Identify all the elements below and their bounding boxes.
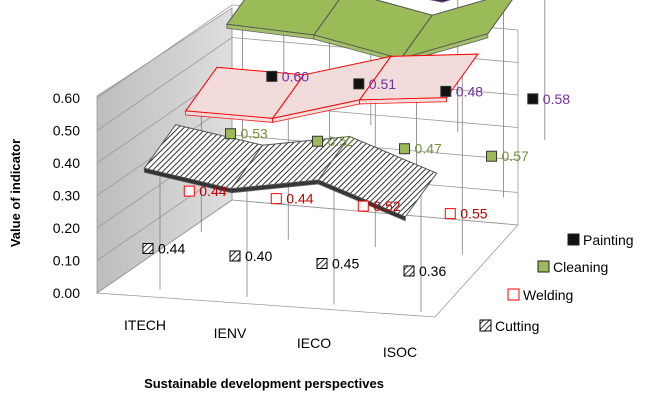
x-axis-title: Sustainable development perspectives — [144, 376, 384, 391]
data-label: 0.52 — [373, 198, 400, 214]
data-label: 0.51 — [369, 76, 396, 92]
series-ribbon-cleaning — [225, 0, 513, 64]
data-label-marker — [486, 150, 498, 162]
y-tick-label: 0.20 — [53, 220, 80, 236]
x-tick-label: ISOC — [383, 344, 417, 360]
y-tick-label: 0.00 — [53, 285, 80, 301]
data-label-marker — [229, 250, 241, 262]
data-label: 0.44 — [286, 191, 313, 207]
series-ribbon-cutting — [143, 124, 438, 222]
data-label-marker — [357, 200, 369, 212]
data-label: 0.47 — [415, 141, 442, 157]
ribbon-edge — [359, 97, 447, 105]
x-tick-label: IENV — [214, 325, 247, 341]
legend-swatch-cleaning — [537, 260, 550, 273]
data-label: 0.36 — [419, 263, 446, 279]
data-labels: 0.60 0.51 0.48 0.58 0.53 0.52 0.47 0.57 0.44 0.44… — [142, 68, 570, 279]
data-label-marker — [527, 93, 539, 105]
y-axis-title: Value of indicator — [8, 139, 23, 247]
data-label-marker — [316, 258, 328, 269]
data-label: 0.44 — [199, 183, 226, 199]
legend: Painting Cleaning Welding Cutting — [479, 232, 634, 334]
y-tick-label: 0.10 — [53, 253, 80, 269]
x-tick-label: ITECH — [124, 317, 166, 333]
data-label: 0.48 — [456, 83, 483, 99]
data-label-marker — [266, 70, 278, 82]
ribbon-edge — [317, 179, 406, 222]
data-label: 0.52 — [328, 133, 355, 149]
y-tick-label: 0.40 — [53, 155, 80, 171]
y-tick-label: 0.50 — [53, 123, 80, 139]
y-tick-labels: 0.00 0.10 0.20 0.30 0.40 0.50 0.60 — [53, 90, 80, 301]
data-label: 0.44 — [158, 241, 185, 257]
ribbon-edge — [441, 0, 452, 3]
data-label-marker — [353, 78, 365, 90]
legend-label-painting: Painting — [583, 232, 634, 248]
data-label: 0.57 — [502, 148, 529, 164]
data-label: 0.60 — [282, 68, 309, 84]
y-tick-label: 0.30 — [53, 188, 80, 204]
legend-swatch-cutting — [479, 319, 492, 332]
legend-label-cutting: Cutting — [495, 318, 539, 334]
legend-swatch-welding — [507, 288, 520, 301]
data-label-marker — [403, 265, 415, 277]
data-label-marker — [225, 128, 237, 140]
data-label: 0.58 — [543, 91, 570, 107]
legend-label-welding: Welding — [523, 287, 573, 303]
data-label: 0.40 — [245, 248, 272, 264]
x-tick-label: IECO — [297, 335, 331, 351]
data-label-marker — [270, 193, 282, 205]
data-label: 0.55 — [460, 206, 487, 222]
series-ribbon-painting — [429, 0, 452, 3]
data-label: 0.45 — [332, 256, 359, 272]
data-label-marker — [399, 143, 411, 155]
data-label-marker — [183, 185, 195, 197]
data-label-marker — [142, 243, 154, 254]
legend-swatch-painting — [567, 233, 580, 246]
data-label-marker — [440, 85, 452, 97]
data-label-marker — [444, 208, 456, 220]
category-labels: ITECH IENV IECO ISOC — [124, 317, 417, 360]
legend-label-cleaning: Cleaning — [553, 259, 608, 275]
data-label-marker — [312, 135, 324, 147]
data-label: 0.53 — [241, 126, 268, 142]
y-tick-label: 0.60 — [53, 90, 80, 106]
